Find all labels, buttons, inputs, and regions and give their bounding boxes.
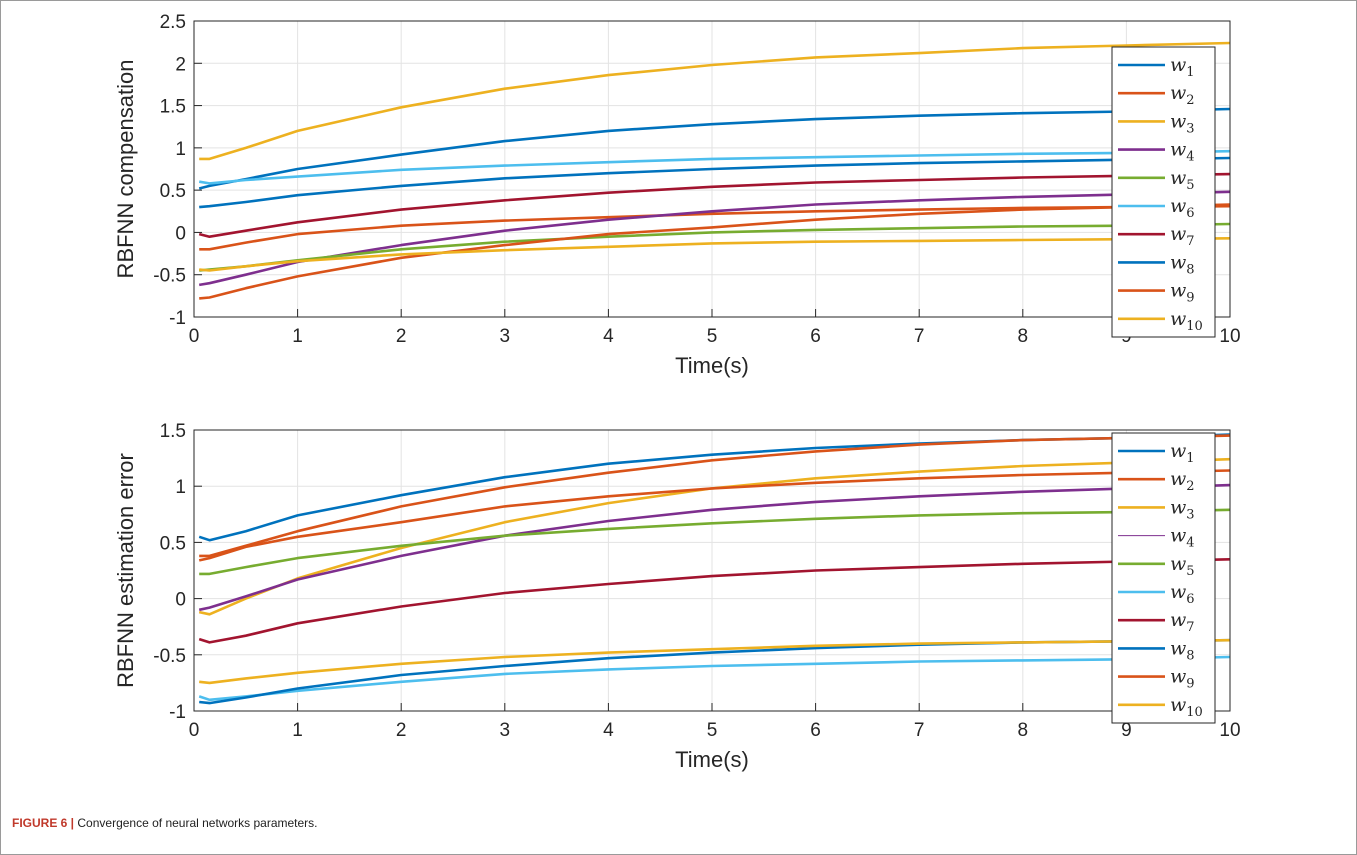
legend-label-w6: w6: [1170, 581, 1195, 607]
y-tick-label: 0.5: [160, 181, 186, 202]
y-tick-label: 1.5: [160, 97, 186, 118]
x-tick-label: 5: [707, 720, 718, 741]
series-line-w6: [198, 149, 1231, 185]
x-tick-label: 0: [189, 720, 200, 741]
chart-top: 012345678910-1-0.500.511.522.5Time(s)RBF…: [113, 12, 1241, 378]
legend-label-w9: w9: [1170, 666, 1195, 692]
x-tick-label: 3: [500, 326, 511, 347]
caption-text: Convergence of neural networks parameter…: [77, 816, 318, 830]
series-line-w8: [199, 156, 1231, 209]
x-tick-label: 7: [914, 720, 925, 741]
x-tick-label: 7: [914, 326, 925, 347]
x-tick-label: 10: [1219, 720, 1240, 741]
legend-label-w1: w1: [1170, 54, 1195, 80]
legend-box: [1111, 432, 1216, 724]
legend-label-w8: w8: [1170, 637, 1195, 663]
x-tick-label: 2: [396, 720, 407, 741]
y-tick-label: 1.5: [160, 421, 186, 442]
x-tick-label: 0: [189, 326, 200, 347]
y-axis-label: RBFNN compensation: [113, 60, 138, 279]
y-tick-label: 2.5: [160, 12, 186, 33]
y-tick-label: 0: [175, 223, 186, 244]
legend-label-w7: w7: [1170, 609, 1195, 635]
y-tick-label: -0.5: [153, 646, 186, 667]
y-tick-label: 0: [175, 590, 186, 611]
legend-label-w3: w3: [1170, 496, 1195, 522]
x-axis-label: Time(s): [675, 353, 749, 378]
series-line-w7: [198, 172, 1231, 238]
x-tick-label: 4: [603, 326, 614, 347]
y-tick-label: -1: [169, 702, 186, 723]
y-tick-label: 1: [175, 139, 186, 160]
x-tick-label: 8: [1018, 326, 1029, 347]
series-line-w4: [198, 190, 1231, 287]
x-tick-label: 1: [292, 326, 303, 347]
legend-label-w3: w3: [1170, 110, 1195, 136]
series-line-w9: [198, 469, 1231, 562]
x-tick-label: 4: [603, 720, 614, 741]
series-line-w9: [199, 203, 1231, 300]
x-tick-label: 10: [1219, 326, 1240, 347]
series-line-w2: [199, 204, 1231, 251]
legend-label-w6: w6: [1170, 195, 1195, 221]
series-line-w7: [198, 558, 1231, 644]
legend-label-w8: w8: [1170, 251, 1195, 277]
caption-label: FIGURE 6 |: [12, 816, 75, 830]
x-tick-label: 6: [810, 720, 821, 741]
series-line-w3: [198, 457, 1231, 616]
series-line-w4: [198, 483, 1231, 612]
x-tick-label: 2: [396, 326, 407, 347]
x-tick-label: 9: [1121, 720, 1132, 741]
x-tick-label: 1: [292, 720, 303, 741]
legend-label-w10: w10: [1170, 694, 1203, 720]
legend-label-w4: w4: [1170, 139, 1195, 165]
x-tick-label: 5: [707, 326, 718, 347]
series-line-w5: [199, 508, 1231, 576]
legend-label-w5: w5: [1170, 553, 1195, 579]
x-tick-label: 6: [810, 326, 821, 347]
y-tick-label: -0.5: [153, 266, 186, 287]
legend-label-w4: w4: [1170, 525, 1195, 551]
series-line-w10: [199, 638, 1231, 685]
legend-label-w9: w9: [1170, 280, 1195, 306]
legend-label-w2: w2: [1170, 468, 1195, 494]
y-tick-label: 0.5: [160, 533, 186, 554]
legend-label-w10: w10: [1170, 308, 1203, 334]
y-axis-label: RBFNN estimation error: [113, 453, 138, 688]
figure-caption: FIGURE 6 | Convergence of neural network…: [12, 816, 318, 830]
x-tick-label: 8: [1018, 720, 1029, 741]
legend-label-w2: w2: [1170, 82, 1195, 108]
x-tick-label: 3: [500, 720, 511, 741]
legend-label-w1: w1: [1170, 440, 1195, 466]
series-line-w3: [199, 41, 1231, 161]
legend-label-w7: w7: [1170, 223, 1195, 249]
y-tick-label: -1: [169, 308, 186, 329]
y-tick-label: 1: [175, 477, 186, 498]
chart-bottom: 0 1 2 3 4 5 6 7 8 9 10 -1 -0.5 0 0.5 1 1.5 Time(s) RBFNN e…: [113, 421, 1241, 772]
x-axis-label: Time(s): [675, 747, 749, 772]
series-line-w10: [199, 237, 1231, 272]
legend-label-w5: w5: [1170, 167, 1195, 193]
legend-box: [1111, 46, 1216, 338]
y-tick-label: 2: [175, 54, 186, 75]
